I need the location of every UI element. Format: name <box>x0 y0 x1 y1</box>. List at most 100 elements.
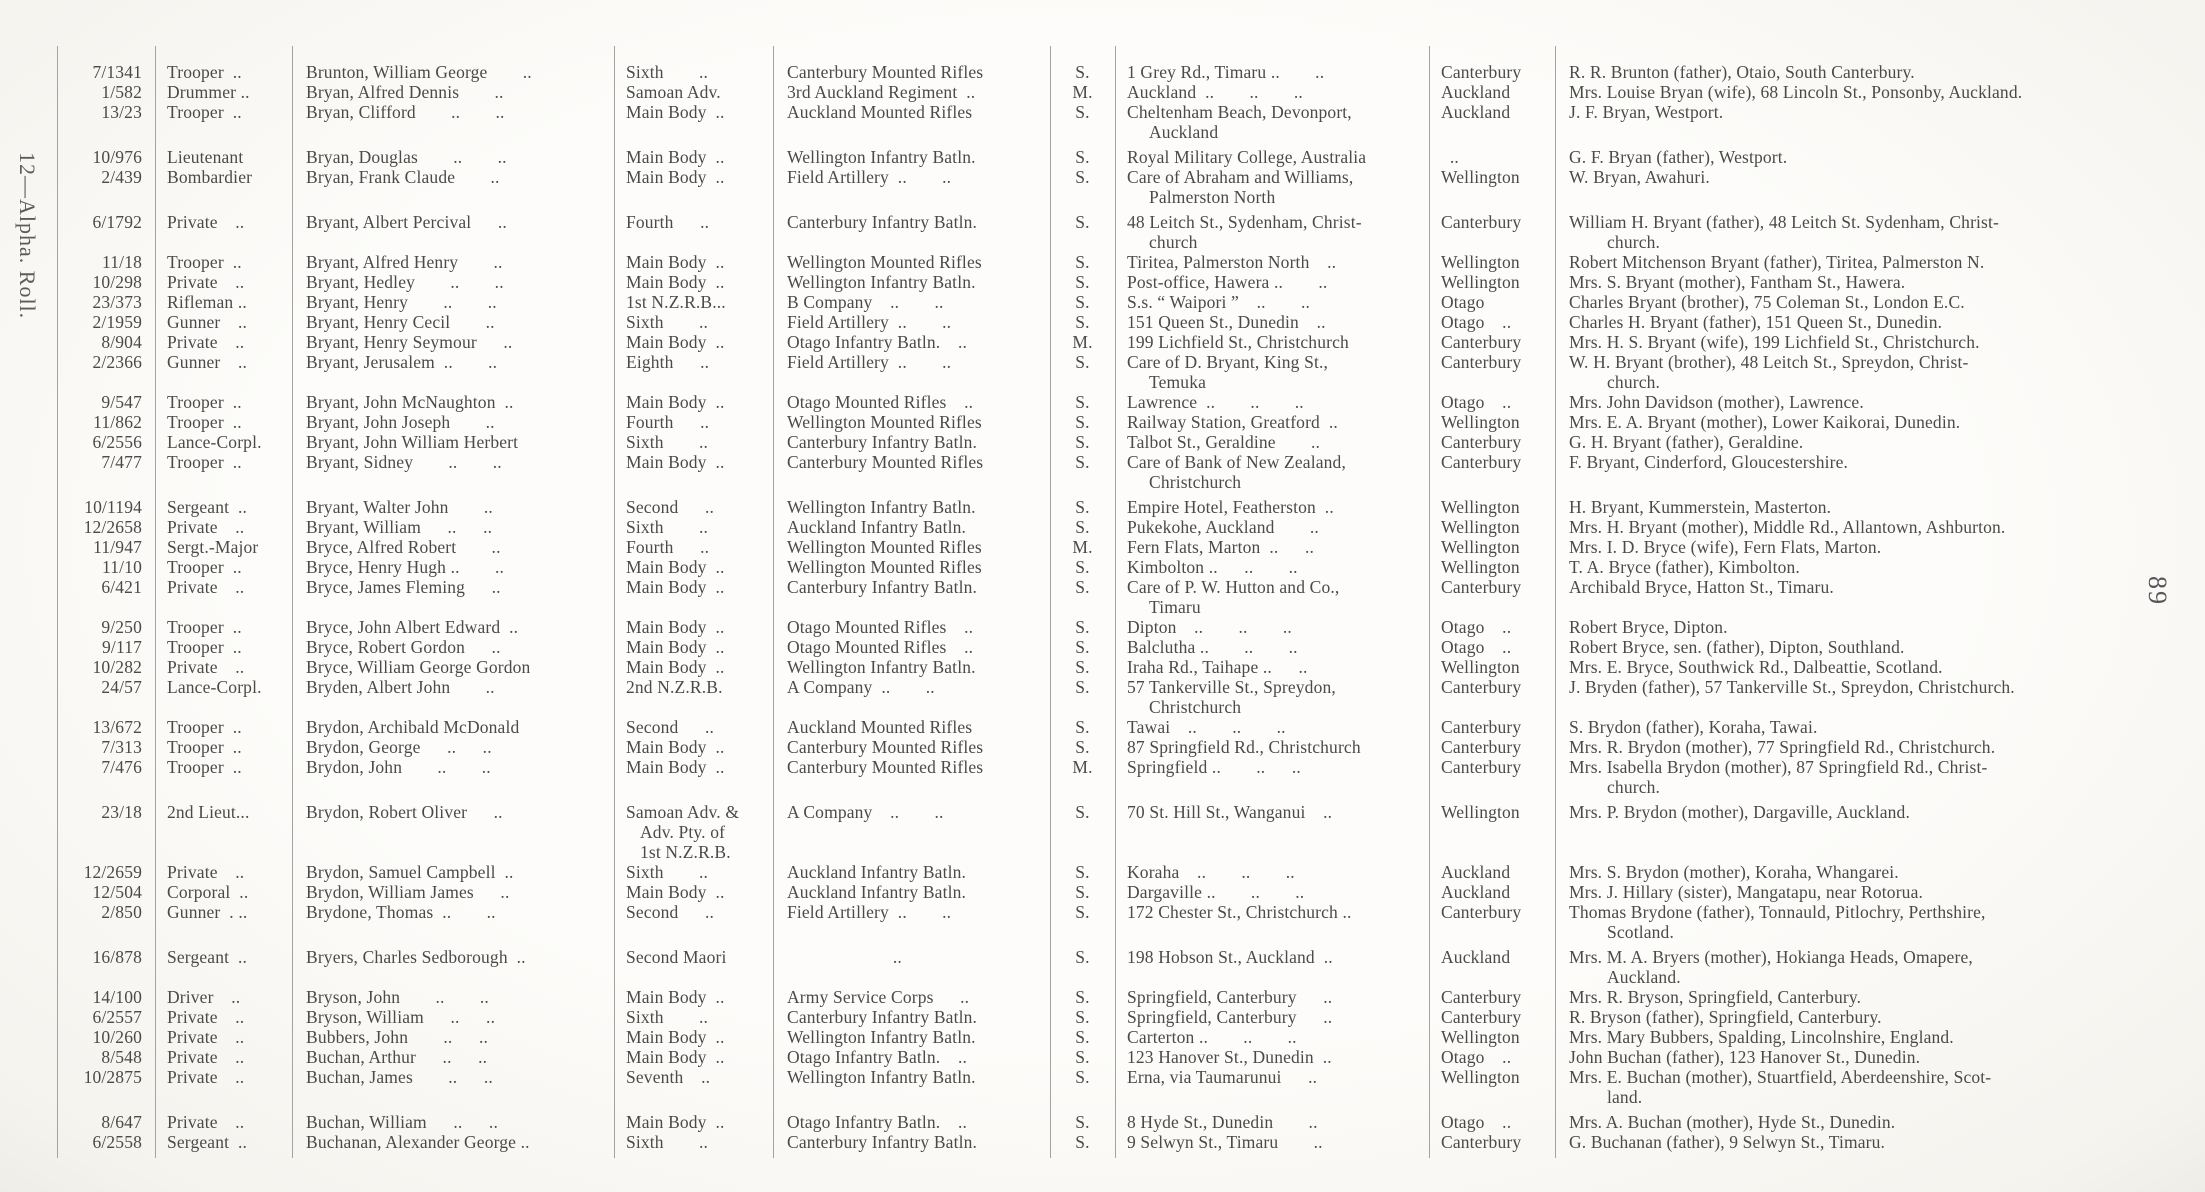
cell-number: 13/672 <box>92 717 142 737</box>
cell-status: M. <box>1072 82 1093 102</box>
cell-unit: Wellington Mounted Rifles <box>787 412 982 432</box>
cell-address: Kimbolton .. .. .. <box>1127 557 1298 577</box>
cell-district: Wellington <box>1441 657 1520 677</box>
roll-table: 7/1341 Trooper .. Brunton, William George … <box>57 62 2205 1152</box>
cell-next-of-kin: Archibald Bryce, Hatton St., Timaru. <box>1569 577 1834 597</box>
cell-status: S. <box>1075 577 1090 597</box>
cell-name: Bryan, Clifford .. .. <box>306 102 505 122</box>
cell-draft: Main Body .. <box>626 1027 725 1047</box>
cell-draft: Main Body .. <box>626 167 725 187</box>
cell-draft: Eighth .. <box>626 352 710 372</box>
cell-rank: Trooper .. <box>167 412 242 432</box>
cell-number: 6/2557 <box>92 1007 142 1027</box>
cell-district: Wellington <box>1441 272 1520 292</box>
cell-unit: Otago Infantry Batln. .. <box>787 1112 968 1132</box>
cell-draft: Main Body .. <box>626 332 725 352</box>
cell-unit: Auckland Infantry Batln. <box>787 517 967 537</box>
cell-rank: Private .. <box>167 577 245 597</box>
cell-draft: Main Body .. <box>626 1112 725 1132</box>
cell-next-of-kin: William H. Bryant (father), 48 Leitch St… <box>1569 212 2000 252</box>
cell-next-of-kin: J. F. Bryan, Westport. <box>1569 102 1724 122</box>
cell-rank: Private .. <box>167 272 245 292</box>
cell-rank: Trooper .. <box>167 757 242 777</box>
cell-number: 23/18 <box>101 802 142 822</box>
table-row: 23/373 Rifleman .. Bryant, Henry .. .. 1st … <box>57 292 2205 312</box>
cell-rank: Private .. <box>167 1047 245 1067</box>
cell-name: Bryson, William .. .. <box>306 1007 496 1027</box>
cell-district: .. <box>1441 147 1459 167</box>
cell-unit: Field Artillery .. .. <box>787 167 952 187</box>
cell-number: 12/2659 <box>83 862 142 882</box>
cell-number: 2/2366 <box>92 352 142 372</box>
cell-name: Brydon, Archibald McDonald <box>306 717 520 737</box>
cell-rank: Trooper .. <box>167 617 242 637</box>
cell-number: 10/260 <box>92 1027 142 1047</box>
table-row: 10/282 Private .. Bryce, William George Go… <box>57 657 2205 677</box>
cell-address: Balclutha .. .. .. <box>1127 637 1298 657</box>
cell-rank: Private .. <box>167 1112 245 1132</box>
cell-rank: Gunner . .. <box>167 902 248 922</box>
cell-unit: Auckland Mounted Rifles <box>787 717 973 737</box>
cell-unit: Wellington Infantry Batln. <box>787 657 976 677</box>
cell-draft: 1st N.Z.R.B... <box>626 292 726 312</box>
cell-draft: Samoan Adv. <box>626 82 721 102</box>
cell-status: S. <box>1075 252 1090 272</box>
cell-next-of-kin: F. Bryant, Cinderford, Gloucestershire. <box>1569 452 1849 472</box>
table-row: 6/2558 Sergeant .. Buchanan, Alexander Geo… <box>57 1132 2205 1152</box>
cell-unit: Canterbury Mounted Rifles <box>787 737 984 757</box>
cell-status: S. <box>1075 1007 1090 1027</box>
table-row: 10/976 Lieutenant Bryan, Douglas .. .. Main… <box>57 147 2205 167</box>
cell-status: S. <box>1075 497 1090 517</box>
cell-number: 10/976 <box>92 147 142 167</box>
cell-next-of-kin: Mrs. A. Buchan (mother), Hyde St., Duned… <box>1569 1112 1896 1132</box>
cell-next-of-kin: Robert Bryce, sen. (father), Dipton, Sou… <box>1569 637 1905 657</box>
cell-next-of-kin: Mrs. Isabella Brydon (mother), 87 Spring… <box>1569 757 1988 797</box>
cell-name: Bubbers, John .. .. <box>306 1027 489 1047</box>
cell-name: Bryers, Charles Sedborough .. <box>306 947 526 967</box>
table-row: 9/117 Trooper .. Bryce, Robert Gordon .. Ma… <box>57 637 2205 657</box>
cell-status: S. <box>1075 617 1090 637</box>
cell-status: S. <box>1075 432 1090 452</box>
cell-unit: Auckland Infantry Batln. <box>787 862 967 882</box>
cell-number: 9/117 <box>102 637 142 657</box>
cell-district: Otago .. <box>1441 637 1512 657</box>
table-row: 2/1959 Gunner .. Bryant, Henry Cecil .. Six… <box>57 312 2205 332</box>
cell-next-of-kin: Mrs. H. Bryant (mother), Middle Rd., All… <box>1569 517 2006 537</box>
cell-rank: Gunner .. <box>167 312 248 332</box>
cell-status: S. <box>1075 62 1090 82</box>
cell-rank: Private .. <box>167 1067 245 1087</box>
table-row: 11/947 Sergt.-Major Bryce, Alfred Robert .… <box>57 537 2205 557</box>
cell-rank: Rifleman .. <box>167 292 247 312</box>
cell-status: S. <box>1075 517 1090 537</box>
cell-next-of-kin: Mrs. J. Hillary (sister), Mangatapu, nea… <box>1569 882 1924 902</box>
table-row: 24/57 Lance-Corpl. Bryden, Albert John .. 2… <box>57 677 2205 717</box>
cell-status: S. <box>1075 882 1090 902</box>
cell-address: Springfield, Canterbury .. <box>1127 987 1333 1007</box>
cell-number: 7/313 <box>101 737 142 757</box>
cell-district: Canterbury <box>1441 1132 1522 1152</box>
cell-next-of-kin: Thomas Brydone (father), Tonnauld, Pitlo… <box>1569 902 1986 942</box>
cell-number: 11/10 <box>102 557 142 577</box>
cell-rank: Trooper .. <box>167 557 242 577</box>
cell-unit: Auckland Mounted Rifles <box>787 102 973 122</box>
cell-draft: Main Body .. <box>626 637 725 657</box>
cell-rank: Private .. <box>167 1007 245 1027</box>
cell-address: Dargaville .. .. .. <box>1127 882 1305 902</box>
cell-district: Auckland <box>1441 102 1511 122</box>
cell-draft: Sixth .. <box>626 862 709 882</box>
cell-address: 198 Hobson St., Auckland .. <box>1127 947 1333 967</box>
cell-district: Auckland <box>1441 82 1511 102</box>
cell-number: 16/878 <box>92 947 142 967</box>
cell-status: S. <box>1075 1132 1090 1152</box>
cell-address: 1 Grey Rd., Timaru .. .. <box>1127 62 1325 82</box>
cell-unit: Field Artillery .. .. <box>787 352 952 372</box>
cell-status: M. <box>1072 332 1093 352</box>
cell-unit: Wellington Mounted Rifles <box>787 537 982 557</box>
cell-status: S. <box>1075 902 1090 922</box>
cell-address: 70 St. Hill St., Wanganui .. <box>1127 802 1333 822</box>
cell-name: Buchan, James .. .. <box>306 1067 493 1087</box>
cell-name: Brydon, George .. .. <box>306 737 492 757</box>
cell-district: Otago .. <box>1441 392 1512 412</box>
cell-draft: Sixth .. <box>626 62 709 82</box>
cell-district: Wellington <box>1441 167 1520 187</box>
